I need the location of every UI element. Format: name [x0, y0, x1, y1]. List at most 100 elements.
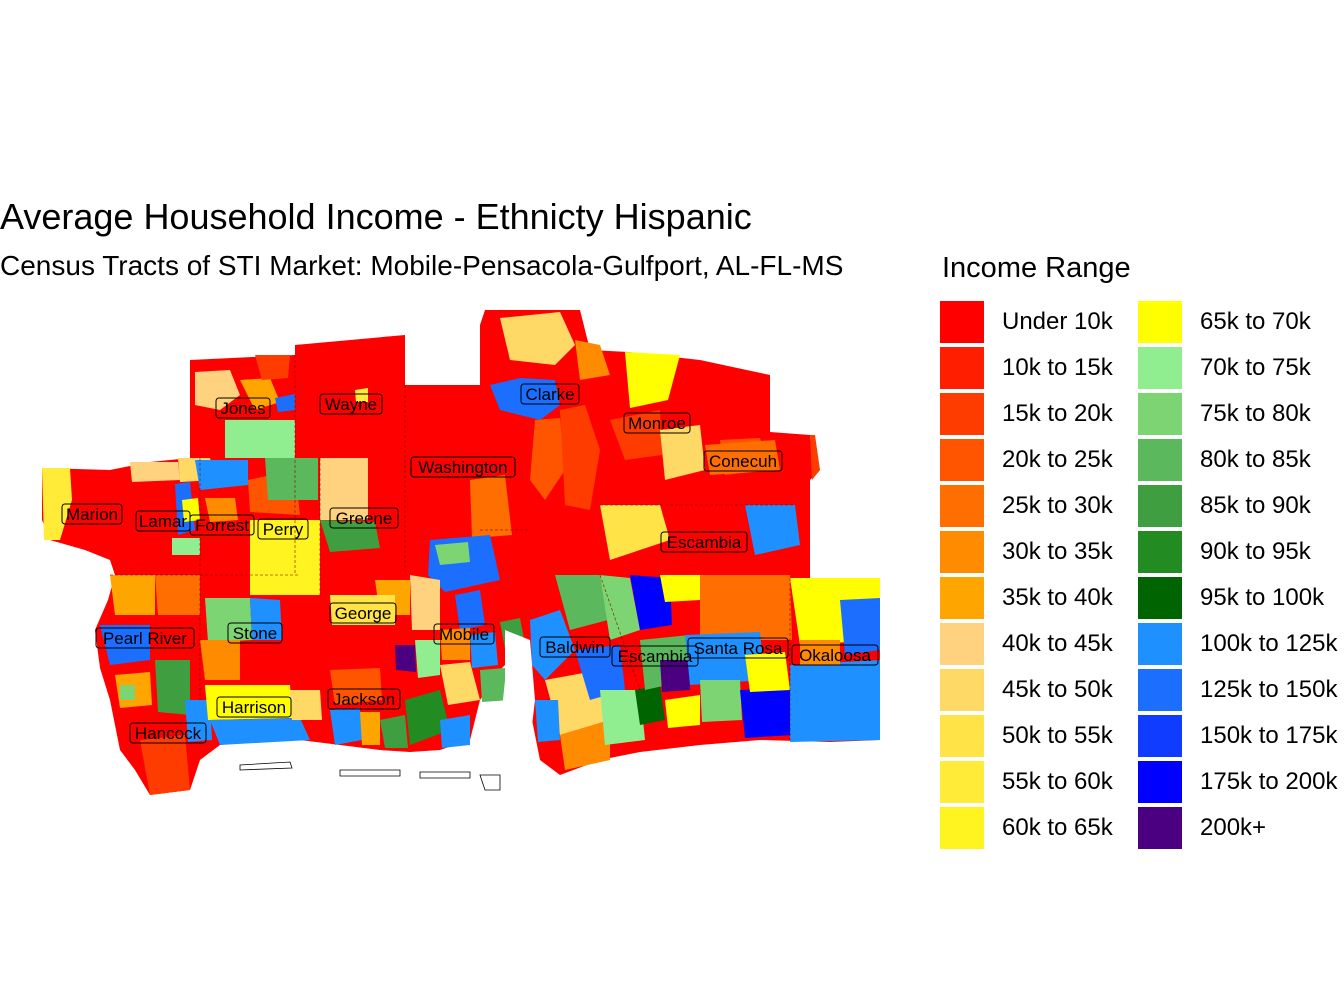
svg-text:Harrison: Harrison: [222, 698, 286, 717]
legend-swatch: [940, 485, 984, 527]
legend-label: 80k to 85k: [1200, 446, 1311, 473]
barrier-island: [339, 769, 401, 777]
tract: [140, 735, 190, 795]
tract: [660, 575, 700, 602]
svg-text:Monroe: Monroe: [628, 414, 686, 433]
svg-text:Marion: Marion: [66, 505, 118, 524]
legend-label: 35k to 40k: [1002, 584, 1113, 611]
tract: [185, 700, 212, 742]
coast-gap: [500, 630, 535, 770]
tract: [600, 690, 645, 745]
svg-text:Pearl River: Pearl River: [103, 629, 187, 648]
barrier-island: [419, 771, 471, 779]
svg-text:Clarke: Clarke: [525, 385, 574, 404]
tract: [42, 468, 72, 540]
legend-label: 30k to 35k: [1002, 538, 1113, 565]
svg-text:Santa Rosa: Santa Rosa: [694, 639, 783, 658]
svg-text:Greene: Greene: [336, 509, 393, 528]
svg-text:Escambia: Escambia: [618, 647, 693, 666]
income-legend: Under 10k 10k to 15k 15k to 20k 20k to 25k 2…: [940, 300, 1344, 852]
tract: [700, 575, 792, 640]
legend-swatch: [940, 669, 984, 711]
tract: [705, 440, 780, 475]
tract: [800, 640, 840, 665]
county-label: Harrison: [216, 696, 292, 718]
tract: [155, 660, 190, 715]
tract: [600, 505, 670, 560]
county-label: Clarke: [520, 383, 580, 405]
legend-swatch: [1138, 669, 1182, 711]
tract: [700, 680, 742, 722]
svg-text:Washington: Washington: [418, 458, 507, 477]
tract: [530, 418, 565, 500]
legend-swatch: [940, 393, 984, 435]
county-label: Baldwin: [539, 636, 611, 658]
legend-label: 125k to 150k: [1200, 676, 1338, 703]
svg-text:Baldwin: Baldwin: [545, 638, 605, 657]
svg-text:Hancock: Hancock: [135, 724, 202, 743]
legend-swatch: [940, 623, 984, 665]
tract: [195, 370, 240, 410]
county-label: Marion: [61, 503, 123, 525]
county-label: Forrest: [189, 514, 255, 536]
county-label: Mobile: [433, 623, 495, 645]
tract: [250, 598, 282, 640]
tract: [265, 458, 318, 500]
tract: [665, 695, 700, 728]
tract: [205, 598, 252, 642]
tract: [435, 542, 470, 565]
tract-polygons: [42, 310, 880, 795]
legend-label: Under 10k: [1002, 308, 1113, 335]
tract: [470, 632, 498, 668]
svg-text:Stone: Stone: [233, 624, 277, 643]
tract: [360, 712, 380, 745]
svg-text:Escambia: Escambia: [667, 533, 742, 552]
tract: [225, 420, 295, 458]
legend-label: 95k to 100k: [1200, 584, 1325, 611]
tract: [790, 660, 880, 742]
svg-text:Okaloosa: Okaloosa: [799, 646, 871, 665]
legend-label: 200k+: [1200, 814, 1267, 841]
map-subtitle: Census Tracts of STI Market: Mobile-Pens…: [0, 250, 844, 281]
legend-swatch: [940, 761, 984, 803]
svg-text:Mobile: Mobile: [439, 625, 489, 644]
tract: [560, 720, 610, 770]
tract: [330, 668, 382, 705]
tract: [205, 498, 238, 522]
legend-swatch: [940, 807, 984, 849]
legend-label: 150k to 175k: [1200, 722, 1338, 749]
tract: [182, 498, 200, 522]
county-label: Greene: [329, 507, 399, 529]
tract: [415, 640, 440, 678]
county-label: Escambia: [611, 645, 699, 667]
legend-swatch: [940, 531, 984, 573]
county-label: Perry: [257, 518, 309, 540]
county-label: Santa Rosa: [687, 637, 789, 659]
county-label: Escambia: [660, 531, 748, 553]
tract: [630, 575, 672, 630]
legend-label: 50k to 55k: [1002, 722, 1113, 749]
county-label: Monroe: [623, 412, 691, 434]
map-title: Average Household Income - Ethnicty Hisp…: [0, 196, 752, 237]
tract: [530, 610, 575, 680]
tract: [275, 394, 295, 412]
legend-swatch: [940, 347, 984, 389]
county-label: Washington: [410, 456, 516, 478]
legend-swatch: [1138, 623, 1182, 665]
legend-swatch: [940, 715, 984, 757]
legend-swatch: [940, 301, 984, 343]
tract: [255, 355, 290, 380]
tract: [100, 625, 150, 665]
legend-swatch: [1138, 301, 1182, 343]
tract: [500, 312, 575, 365]
tract: [155, 575, 200, 615]
county-labels: Jones Wayne Clarke Monroe Washington Con…: [61, 383, 879, 744]
legend-swatch: [1138, 531, 1182, 573]
tract: [455, 590, 485, 630]
tract: [740, 688, 792, 738]
legend-label: 55k to 60k: [1002, 768, 1113, 795]
tract: [380, 715, 408, 748]
legend-label: 85k to 90k: [1200, 492, 1311, 519]
legend-label: 75k to 80k: [1200, 400, 1311, 427]
county-label: Hancock: [129, 722, 207, 744]
